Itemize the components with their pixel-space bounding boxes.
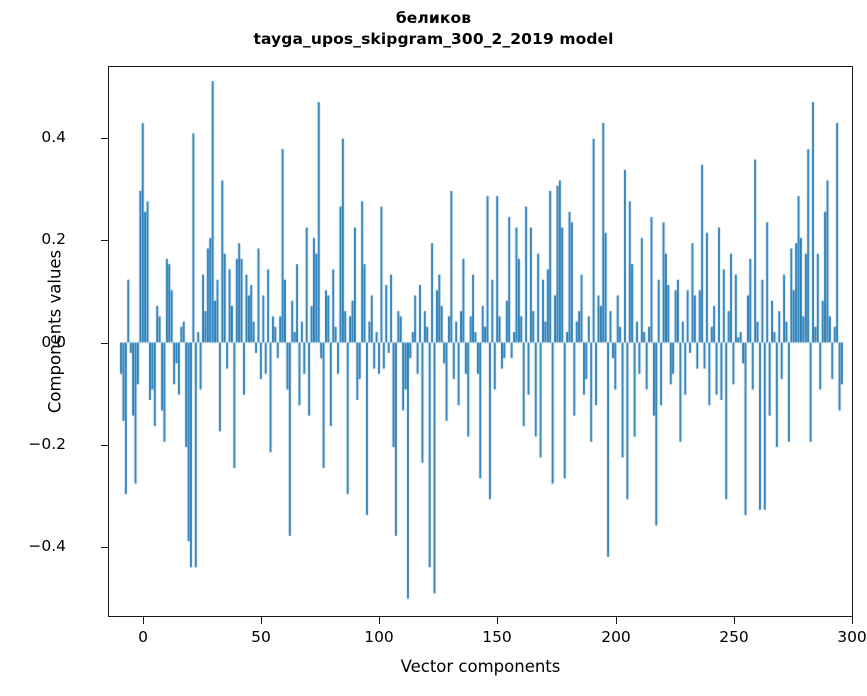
y-axis-label: Components values (45, 249, 65, 414)
ytick-label-2: 0.0 (41, 333, 66, 351)
xtick-label-3: 150 (482, 628, 512, 646)
xtick-mark-3 (497, 617, 499, 624)
xtick-label-6: 300 (837, 628, 867, 646)
ytick-mark-1 (101, 445, 108, 447)
xtick-label-5: 250 (719, 628, 749, 646)
ytick-mark-3 (101, 240, 108, 242)
ytick-label-3: 0.2 (41, 230, 66, 248)
xtick-mark-4 (616, 617, 618, 624)
x-axis-label: Vector components (400, 657, 561, 676)
xtick-label-1: 50 (251, 628, 271, 646)
xtick-label-2: 100 (364, 628, 394, 646)
ytick-label-1: −0.2 (28, 435, 66, 453)
xtick-mark-2 (379, 617, 381, 624)
xtick-mark-0 (143, 617, 145, 624)
ytick-label-4: 0.4 (41, 128, 66, 146)
ytick-mark-2 (101, 343, 108, 345)
ytick-label-0: −0.4 (28, 537, 66, 555)
ytick-mark-4 (101, 138, 108, 140)
xtick-label-4: 200 (601, 628, 631, 646)
xtick-mark-1 (261, 617, 263, 624)
xtick-label-0: 0 (138, 628, 148, 646)
ytick-mark-0 (101, 547, 108, 549)
plot-axes (108, 66, 853, 617)
xtick-mark-5 (734, 617, 736, 624)
xtick-mark-6 (852, 617, 854, 624)
bar-series-canvas (109, 67, 852, 616)
chart-title: беликов tayga_upos_skipgram_300_2_2019 m… (253, 9, 614, 48)
